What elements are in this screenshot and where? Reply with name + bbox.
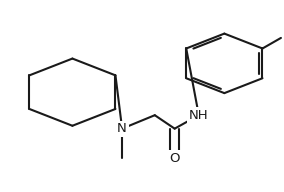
Text: NH: NH: [189, 109, 209, 122]
Text: O: O: [170, 152, 180, 165]
Text: N: N: [117, 122, 127, 135]
